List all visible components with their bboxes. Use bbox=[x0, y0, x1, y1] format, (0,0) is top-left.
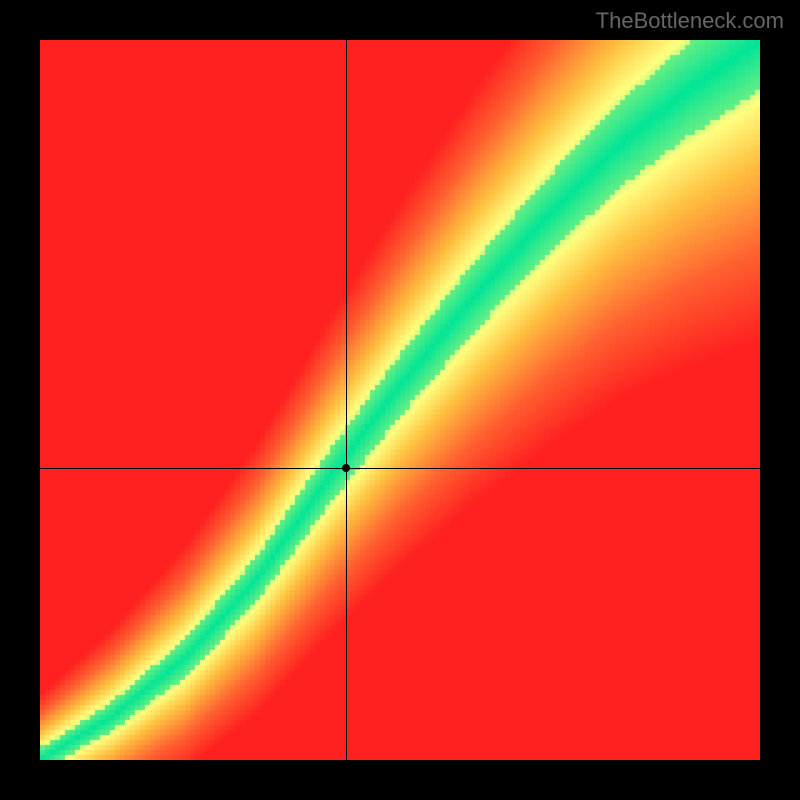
marker-dot bbox=[342, 464, 350, 472]
crosshair-vertical bbox=[346, 40, 347, 760]
watermark-text: TheBottleneck.com bbox=[596, 8, 784, 34]
plot-area bbox=[40, 40, 760, 760]
chart-container: TheBottleneck.com bbox=[0, 0, 800, 800]
crosshair-horizontal bbox=[40, 468, 760, 469]
heatmap-canvas bbox=[40, 40, 760, 760]
